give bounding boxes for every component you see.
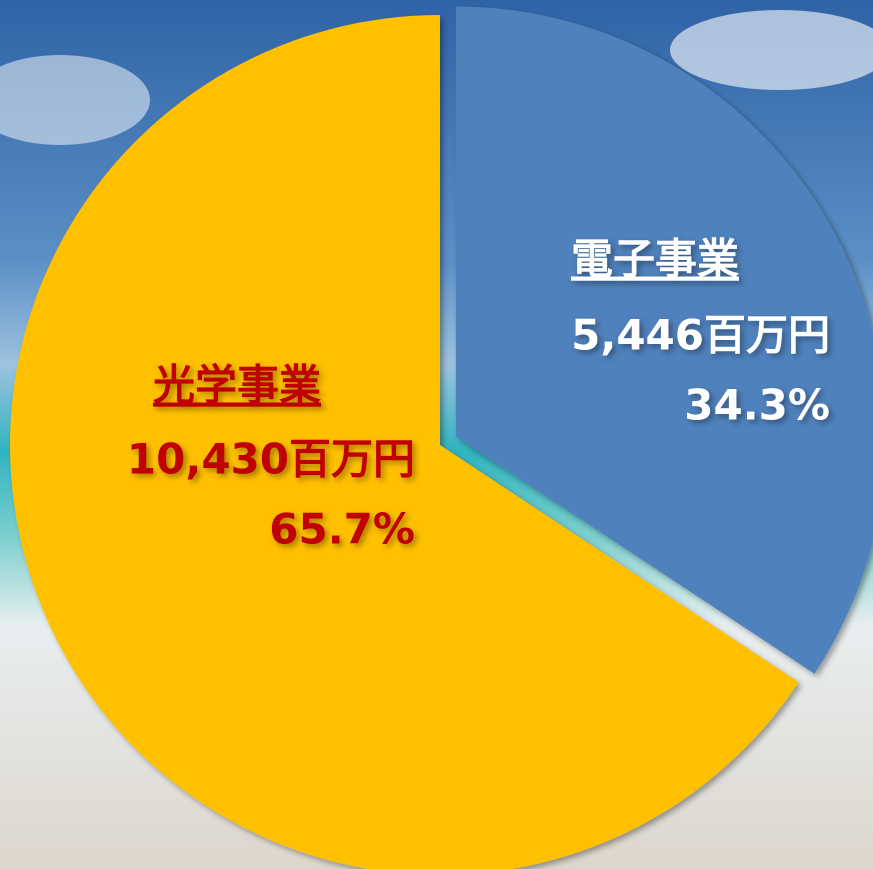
cloud bbox=[0, 55, 150, 145]
slice-value-label: 5,446百万円 bbox=[571, 311, 830, 360]
cloud bbox=[670, 10, 873, 90]
slice-name: 光学事業 bbox=[153, 361, 321, 410]
pie bbox=[10, 6, 873, 869]
slice-percent-label: 65.7% bbox=[269, 505, 415, 554]
pie-slice bbox=[10, 15, 799, 869]
slice-percent-label: 34.3% bbox=[684, 381, 830, 430]
labels: 電子事業 5,446百万円 34.3% 光学事業 10,430百万円 65.7% bbox=[127, 235, 830, 554]
slice-value-label: 10,430百万円 bbox=[127, 435, 415, 484]
pie-slice bbox=[455, 6, 873, 674]
slice-name: 電子事業 bbox=[571, 235, 739, 284]
